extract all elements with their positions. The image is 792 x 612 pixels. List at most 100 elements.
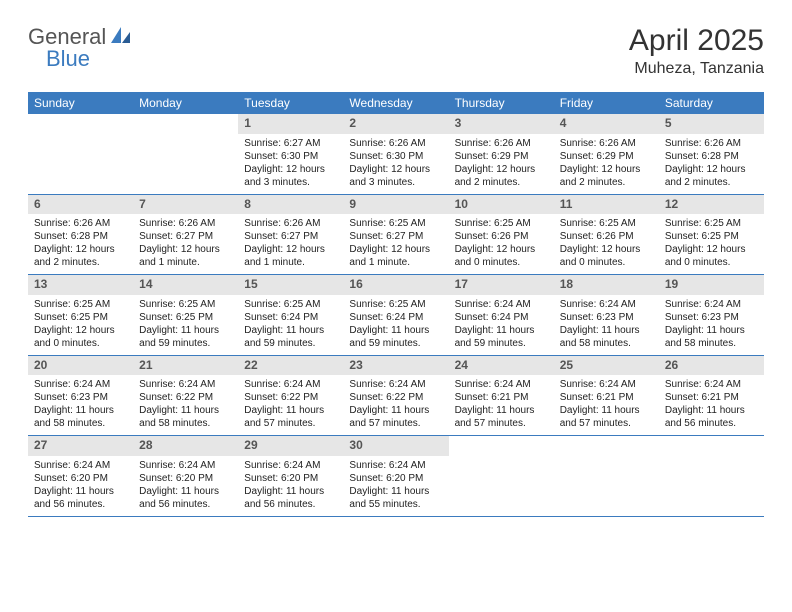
daylight-text: Daylight: 12 hours and 2 minutes. — [34, 243, 127, 269]
sunrise-text: Sunrise: 6:26 AM — [560, 137, 653, 150]
sunset-text: Sunset: 6:26 PM — [455, 230, 548, 243]
daylight-text: Daylight: 11 hours and 56 minutes. — [244, 485, 337, 511]
day-number: 30 — [343, 436, 448, 456]
day-details: Sunrise: 6:24 AMSunset: 6:20 PMDaylight:… — [238, 456, 343, 516]
daylight-text: Daylight: 11 hours and 58 minutes. — [34, 404, 127, 430]
sunrise-text: Sunrise: 6:24 AM — [139, 378, 232, 391]
sunrise-text: Sunrise: 6:26 AM — [244, 217, 337, 230]
calendar-day: 13Sunrise: 6:25 AMSunset: 6:25 PMDayligh… — [28, 275, 133, 355]
logo: General Blue — [28, 24, 134, 50]
daylight-text: Daylight: 11 hours and 57 minutes. — [455, 404, 548, 430]
calendar-day: 5Sunrise: 6:26 AMSunset: 6:28 PMDaylight… — [659, 114, 764, 194]
calendar-day: 15Sunrise: 6:25 AMSunset: 6:24 PMDayligh… — [238, 275, 343, 355]
calendar: SundayMondayTuesdayWednesdayThursdayFrid… — [28, 92, 764, 517]
calendar-day — [659, 436, 764, 516]
daylight-text: Daylight: 12 hours and 1 minute. — [139, 243, 232, 269]
calendar-day — [133, 114, 238, 194]
calendar-day: 20Sunrise: 6:24 AMSunset: 6:23 PMDayligh… — [28, 356, 133, 436]
sunrise-text: Sunrise: 6:24 AM — [244, 378, 337, 391]
sunset-text: Sunset: 6:25 PM — [665, 230, 758, 243]
day-details: Sunrise: 6:26 AMSunset: 6:27 PMDaylight:… — [133, 214, 238, 274]
day-number: 18 — [554, 275, 659, 295]
daylight-text: Daylight: 11 hours and 57 minutes. — [560, 404, 653, 430]
day-details: Sunrise: 6:24 AMSunset: 6:20 PMDaylight:… — [343, 456, 448, 516]
day-details: Sunrise: 6:24 AMSunset: 6:20 PMDaylight:… — [133, 456, 238, 516]
daylight-text: Daylight: 11 hours and 57 minutes. — [244, 404, 337, 430]
day-number: 2 — [343, 114, 448, 134]
daylight-text: Daylight: 11 hours and 59 minutes. — [139, 324, 232, 350]
sunrise-text: Sunrise: 6:25 AM — [455, 217, 548, 230]
day-details: Sunrise: 6:24 AMSunset: 6:22 PMDaylight:… — [343, 375, 448, 435]
sunset-text: Sunset: 6:30 PM — [244, 150, 337, 163]
daylight-text: Daylight: 11 hours and 59 minutes. — [455, 324, 548, 350]
day-number: 15 — [238, 275, 343, 295]
daylight-text: Daylight: 12 hours and 3 minutes. — [349, 163, 442, 189]
day-number: 8 — [238, 195, 343, 215]
sunset-text: Sunset: 6:30 PM — [349, 150, 442, 163]
day-number: 12 — [659, 195, 764, 215]
day-details: Sunrise: 6:25 AMSunset: 6:26 PMDaylight:… — [449, 214, 554, 274]
calendar-day: 19Sunrise: 6:24 AMSunset: 6:23 PMDayligh… — [659, 275, 764, 355]
day-details: Sunrise: 6:24 AMSunset: 6:23 PMDaylight:… — [554, 295, 659, 355]
daylight-text: Daylight: 12 hours and 0 minutes. — [34, 324, 127, 350]
sunrise-text: Sunrise: 6:24 AM — [455, 298, 548, 311]
day-details: Sunrise: 6:26 AMSunset: 6:28 PMDaylight:… — [28, 214, 133, 274]
sunset-text: Sunset: 6:28 PM — [34, 230, 127, 243]
calendar-day: 29Sunrise: 6:24 AMSunset: 6:20 PMDayligh… — [238, 436, 343, 516]
sunset-text: Sunset: 6:26 PM — [560, 230, 653, 243]
daylight-text: Daylight: 11 hours and 58 minutes. — [665, 324, 758, 350]
day-details: Sunrise: 6:24 AMSunset: 6:21 PMDaylight:… — [449, 375, 554, 435]
calendar-day: 24Sunrise: 6:24 AMSunset: 6:21 PMDayligh… — [449, 356, 554, 436]
day-number: 27 — [28, 436, 133, 456]
day-details: Sunrise: 6:24 AMSunset: 6:23 PMDaylight:… — [659, 295, 764, 355]
daylight-text: Daylight: 12 hours and 1 minute. — [244, 243, 337, 269]
sunrise-text: Sunrise: 6:25 AM — [349, 298, 442, 311]
sunrise-text: Sunrise: 6:26 AM — [349, 137, 442, 150]
sunset-text: Sunset: 6:27 PM — [139, 230, 232, 243]
sunset-text: Sunset: 6:21 PM — [560, 391, 653, 404]
day-details: Sunrise: 6:24 AMSunset: 6:23 PMDaylight:… — [28, 375, 133, 435]
calendar-day: 12Sunrise: 6:25 AMSunset: 6:25 PMDayligh… — [659, 195, 764, 275]
sunrise-text: Sunrise: 6:26 AM — [455, 137, 548, 150]
daylight-text: Daylight: 11 hours and 55 minutes. — [349, 485, 442, 511]
day-number: 16 — [343, 275, 448, 295]
daylight-text: Daylight: 11 hours and 56 minutes. — [139, 485, 232, 511]
daylight-text: Daylight: 11 hours and 57 minutes. — [349, 404, 442, 430]
calendar-day: 18Sunrise: 6:24 AMSunset: 6:23 PMDayligh… — [554, 275, 659, 355]
day-number: 10 — [449, 195, 554, 215]
calendar-day: 17Sunrise: 6:24 AMSunset: 6:24 PMDayligh… — [449, 275, 554, 355]
day-details: Sunrise: 6:27 AMSunset: 6:30 PMDaylight:… — [238, 134, 343, 194]
day-number: 22 — [238, 356, 343, 376]
day-details: Sunrise: 6:26 AMSunset: 6:29 PMDaylight:… — [449, 134, 554, 194]
page-title: April 2025 — [629, 24, 764, 58]
sunrise-text: Sunrise: 6:24 AM — [560, 378, 653, 391]
calendar-day: 21Sunrise: 6:24 AMSunset: 6:22 PMDayligh… — [133, 356, 238, 436]
daylight-text: Daylight: 12 hours and 2 minutes. — [560, 163, 653, 189]
sunrise-text: Sunrise: 6:24 AM — [665, 298, 758, 311]
page-header: General Blue April 2025 Muheza, Tanzania — [28, 24, 764, 78]
day-details: Sunrise: 6:25 AMSunset: 6:24 PMDaylight:… — [238, 295, 343, 355]
day-details: Sunrise: 6:25 AMSunset: 6:25 PMDaylight:… — [133, 295, 238, 355]
sunrise-text: Sunrise: 6:24 AM — [560, 298, 653, 311]
sunset-text: Sunset: 6:25 PM — [139, 311, 232, 324]
daylight-text: Daylight: 12 hours and 0 minutes. — [455, 243, 548, 269]
daylight-text: Daylight: 12 hours and 2 minutes. — [665, 163, 758, 189]
day-details: Sunrise: 6:25 AMSunset: 6:25 PMDaylight:… — [659, 214, 764, 274]
sunset-text: Sunset: 6:25 PM — [34, 311, 127, 324]
calendar-day — [554, 436, 659, 516]
day-number: 5 — [659, 114, 764, 134]
day-number: 9 — [343, 195, 448, 215]
sunrise-text: Sunrise: 6:25 AM — [244, 298, 337, 311]
sunset-text: Sunset: 6:29 PM — [560, 150, 653, 163]
day-details: Sunrise: 6:26 AMSunset: 6:27 PMDaylight:… — [238, 214, 343, 274]
day-header: Monday — [133, 92, 238, 114]
sunset-text: Sunset: 6:20 PM — [139, 472, 232, 485]
daylight-text: Daylight: 11 hours and 59 minutes. — [244, 324, 337, 350]
calendar-week: 20Sunrise: 6:24 AMSunset: 6:23 PMDayligh… — [28, 356, 764, 437]
sunrise-text: Sunrise: 6:27 AM — [244, 137, 337, 150]
sunrise-text: Sunrise: 6:26 AM — [665, 137, 758, 150]
day-number: 24 — [449, 356, 554, 376]
sunset-text: Sunset: 6:21 PM — [665, 391, 758, 404]
day-details: Sunrise: 6:26 AMSunset: 6:29 PMDaylight:… — [554, 134, 659, 194]
calendar-header-row: SundayMondayTuesdayWednesdayThursdayFrid… — [28, 92, 764, 114]
